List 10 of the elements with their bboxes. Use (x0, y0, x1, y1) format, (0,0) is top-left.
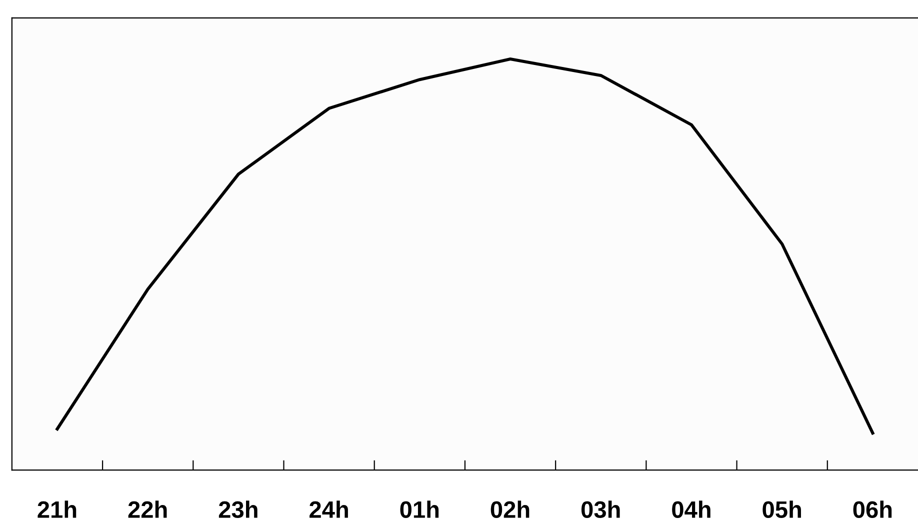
x-tick-label: 02h (490, 500, 530, 518)
x-tick-label: 21h (38, 500, 76, 518)
x-tick-label: 23h (218, 500, 258, 518)
x-tick-label: 24h (310, 500, 348, 518)
x-tick-label: 05h (762, 500, 801, 518)
x-tick-label: 01h (400, 500, 439, 518)
x-tick-label: 06h (853, 500, 892, 518)
x-tick-label: 22h (128, 500, 167, 518)
x-tick-label: 03h (581, 500, 620, 518)
x-tick-label: 04h (672, 500, 710, 518)
